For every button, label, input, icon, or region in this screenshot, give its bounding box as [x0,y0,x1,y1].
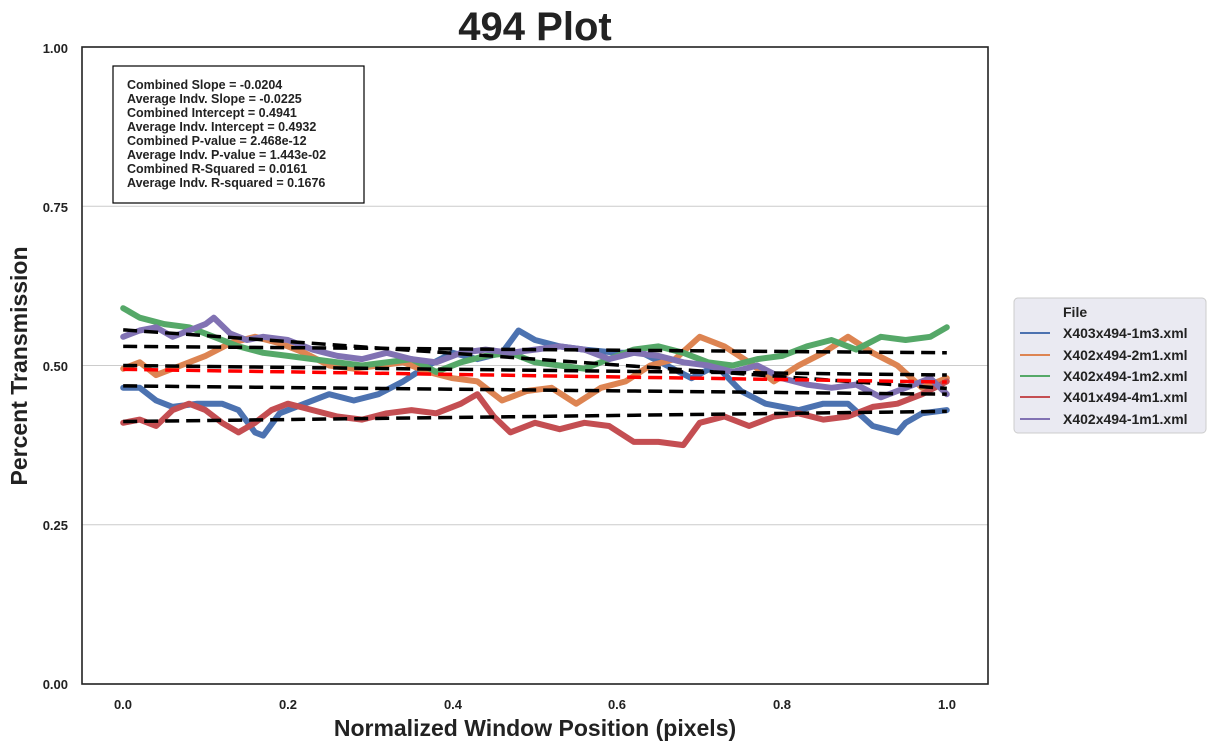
series-line [120,314,950,401]
x-tick-label: 0.6 [608,697,626,712]
legend-label: X402x494-2m1.xml [1063,347,1188,363]
legend-label: X401x494-4m1.xml [1063,389,1188,405]
chart-title: 494 Plot [458,5,611,49]
y-tick-label: 0.00 [43,677,68,692]
x-tick-label: 1.0 [938,697,956,712]
legend-title: File [1063,304,1087,320]
plot-area [120,305,950,449]
stats-line: Average Indv. Intercept = 0.4932 [127,120,316,134]
legend-swatches [1020,332,1050,420]
legend-label: X403x494-1m3.xml [1063,325,1188,341]
series-line [120,305,950,375]
y-tick-label: 1.00 [43,41,68,56]
y-axis-title: Percent Transmission [6,246,32,485]
fit-line [123,328,947,391]
plot-frame [81,46,989,685]
fit-line [123,384,947,396]
stats-line: Average Indv. Slope = -0.0225 [127,92,302,106]
y-tick-label: 0.50 [43,359,68,374]
x-tick-label: 0.8 [773,697,791,712]
x-axis-title: Normalized Window Position (pixels) [334,715,736,741]
legend-label: X402x494-1m2.xml [1063,368,1188,384]
fit-line [123,409,947,424]
stats-line: Combined R-Squared = 0.0161 [127,162,307,176]
x-axis: 0.0 0.2 0.4 0.6 0.8 1.0 [114,697,956,712]
fit-line [123,367,947,384]
stats-box-frame [112,65,365,204]
stats-box: Combined Slope = -0.0204 Average Indv. S… [112,65,365,204]
legend: File X403x494-1m3.xml X402x494-2m1.xml X… [1013,297,1207,434]
stats-line: Combined Intercept = 0.4941 [127,106,297,120]
x-tick-label: 0.0 [114,697,132,712]
y-axis: 0.00 0.25 0.50 0.75 1.00 [43,41,68,692]
fit-line [123,344,947,355]
legend-frame [1013,297,1207,434]
series-line [120,327,950,439]
x-tick-label: 0.4 [444,697,463,712]
legend-label: X402x494-1m1.xml [1063,411,1188,427]
x-tick-label: 0.2 [279,697,297,712]
y-tick-label: 0.25 [43,518,68,533]
y-tick-label: 0.75 [43,200,68,215]
stats-line: Combined P-value = 2.468e-12 [127,134,307,148]
stats-line: Average Indv. R-squared = 0.1676 [127,176,325,190]
stats-line: Average Indv. P-value = 1.443e-02 [127,148,326,162]
stats-line: Combined Slope = -0.0204 [127,78,282,92]
fit-line [123,363,947,377]
